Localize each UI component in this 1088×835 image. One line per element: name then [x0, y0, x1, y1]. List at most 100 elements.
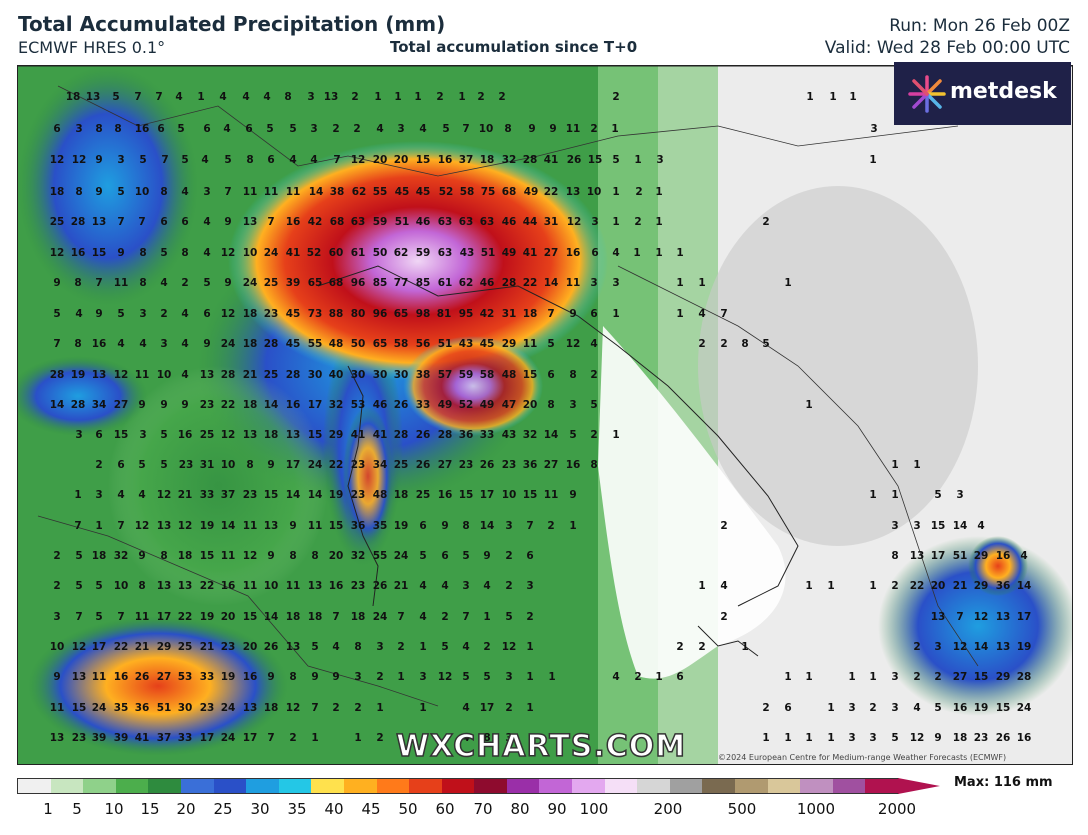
precip-value: 32 — [501, 154, 517, 166]
precip-value: 1 — [784, 671, 792, 683]
precip-value: 6 — [203, 308, 211, 320]
precip-value: 26 — [134, 671, 150, 683]
precip-value: 1 — [827, 732, 835, 744]
precip-value: 25 — [393, 459, 409, 471]
precip-value: 1 — [633, 247, 641, 259]
precip-value: 13 — [909, 550, 925, 562]
precip-value: 22 — [328, 459, 344, 471]
precip-value: 37 — [156, 732, 172, 744]
precip-value: 16 — [134, 123, 150, 135]
precip-value: 2 — [698, 338, 706, 350]
precip-value: 68 — [501, 186, 517, 198]
precip-value: 16 — [285, 216, 301, 228]
precip-value: 9 — [267, 459, 275, 471]
precip-value: 26 — [372, 580, 388, 592]
precip-value: 15 — [71, 702, 87, 714]
precip-value: 3 — [913, 520, 921, 532]
precip-value: 5 — [177, 123, 185, 135]
precip-value: 30 — [307, 369, 323, 381]
precip-value: 5 — [95, 580, 103, 592]
precip-value: 35 — [113, 702, 129, 714]
precip-value: 13 — [307, 580, 323, 592]
color-scale-tick-label: 1 — [43, 800, 53, 818]
precip-value: 41 — [285, 247, 301, 259]
precip-value: 13 — [91, 216, 107, 228]
precip-value: 5 — [138, 459, 146, 471]
precip-value: 24 — [91, 702, 107, 714]
precip-value: 7 — [117, 520, 125, 532]
precip-value: 31 — [501, 308, 517, 320]
precip-value: 5 — [266, 123, 274, 135]
precip-value: 4 — [419, 611, 427, 623]
precip-value: 12 — [177, 520, 193, 532]
precip-value: 8 — [160, 186, 168, 198]
precip-value: 4 — [263, 91, 271, 103]
color-scale-swatch — [83, 779, 117, 793]
precip-value: 32 — [522, 429, 538, 441]
precip-value: 33 — [415, 399, 431, 411]
precip-value: 2 — [95, 459, 103, 471]
precip-value: 28 — [437, 429, 453, 441]
precip-value: 4 — [203, 216, 211, 228]
precip-value: 18 — [350, 611, 366, 623]
precip-value: 98 — [415, 308, 431, 320]
precip-value: 5 — [117, 308, 125, 320]
precip-value: 3 — [891, 520, 899, 532]
color-scale-swatch — [800, 779, 834, 793]
precip-value: 59 — [458, 369, 474, 381]
precip-value: 27 — [952, 671, 968, 683]
precip-value: 5 — [934, 702, 942, 714]
precip-value: 26 — [415, 429, 431, 441]
chart-header: Total Accumulated Precipitation (mm) ECM… — [0, 0, 1088, 64]
precip-value: 1 — [419, 702, 427, 714]
color-scale-swatch — [148, 779, 182, 793]
precip-value: 24 — [1016, 702, 1032, 714]
precip-value: 23 — [458, 459, 474, 471]
precip-value: 4 — [139, 338, 147, 350]
precip-value: 2 — [498, 91, 506, 103]
precip-value: 1 — [827, 702, 835, 714]
precip-value: 4 — [75, 308, 83, 320]
precip-value: 30 — [393, 369, 409, 381]
precip-value: 47 — [501, 399, 517, 411]
precip-value: 36 — [458, 429, 474, 441]
precip-value: 4 — [181, 186, 189, 198]
precip-value: 3 — [870, 123, 878, 135]
precip-value: 41 — [522, 247, 538, 259]
precip-value: 11 — [220, 550, 236, 562]
precip-value: 29 — [973, 550, 989, 562]
precip-value: 2 — [477, 91, 485, 103]
precip-value: 29 — [501, 338, 517, 350]
precip-value: 1 — [869, 671, 877, 683]
precip-value: 21 — [393, 580, 409, 592]
precip-value: 21 — [242, 369, 258, 381]
precip-value: 27 — [156, 671, 172, 683]
precip-value: 9 — [267, 550, 275, 562]
precip-value: 2 — [483, 641, 491, 653]
precip-value: 40 — [328, 369, 344, 381]
precip-value: 3 — [526, 580, 534, 592]
metdesk-logo[interactable]: metdesk — [894, 62, 1071, 125]
precip-value: 34 — [372, 459, 388, 471]
color-scale-swatch — [441, 779, 476, 793]
precip-value: 5 — [547, 338, 555, 350]
color-scale-swatch — [115, 779, 150, 793]
precip-value: 49 — [501, 247, 517, 259]
precip-value: 49 — [523, 186, 539, 198]
precip-value: 5 — [117, 186, 125, 198]
precip-value: 2 — [289, 732, 297, 744]
color-scale-swatch — [637, 779, 671, 793]
precip-value: 4 — [175, 91, 183, 103]
precipitation-map[interactable]: 18 13 5 7 7 4 1 4 4 4 8 3 13 2 1 1 1 2 1 2 2 2 1 1 1 6 3 8 8 16 6 5 6 4 6 5… — [17, 65, 1073, 765]
color-scale-tick-label: 50 — [398, 800, 418, 818]
precip-value: 20 — [930, 580, 946, 592]
precip-value: 58 — [479, 369, 495, 381]
precip-value: 26 — [995, 732, 1011, 744]
precip-value: 9 — [138, 550, 146, 562]
color-scale-tick-label: 40 — [324, 800, 344, 818]
precip-value: 5 — [419, 550, 427, 562]
precip-value: 8 — [181, 247, 189, 259]
precip-value: 24 — [372, 611, 388, 623]
precip-value: 61 — [350, 247, 366, 259]
precip-value: 1 — [197, 91, 205, 103]
